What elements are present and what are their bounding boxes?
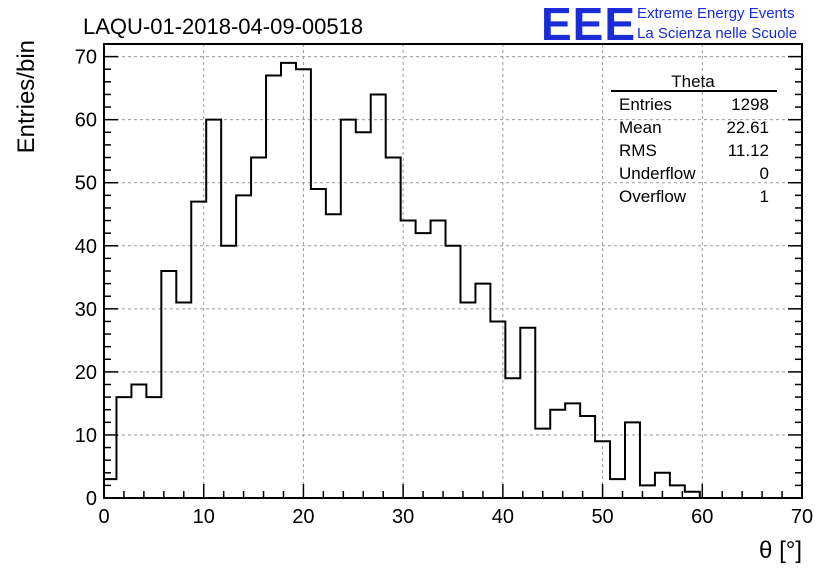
histogram-outline (103, 61, 715, 499)
stats-value-underflow: 0 (760, 164, 769, 183)
y-tick-label: 40 (75, 236, 97, 258)
x-tick-label: 30 (392, 506, 414, 528)
x-tick-label: 40 (492, 506, 514, 528)
stats-label-mean: Mean (619, 118, 662, 137)
y-tick-label: 20 (75, 362, 97, 384)
x-tick-label: 70 (791, 506, 813, 528)
stats-label-underflow: Underflow (619, 164, 696, 183)
y-tick-label: 50 (75, 173, 97, 195)
stats-label-overflow: Overflow (619, 187, 687, 206)
y-tick-label: 60 (75, 110, 97, 132)
y-tick-label: 10 (75, 425, 97, 447)
x-tick-labels: 0 10 20 30 40 50 60 70 (98, 506, 813, 528)
y-axis-title: Entries/bin (13, 40, 40, 153)
stats-value-entries: 1298 (731, 95, 769, 114)
y-tick-label: 0 (86, 488, 97, 510)
x-tick-label: 0 (98, 506, 109, 528)
stats-value-overflow: 1 (760, 187, 769, 206)
x-tick-label: 60 (691, 506, 713, 528)
logo-line-2: La Scienza nelle Scuole (637, 25, 797, 42)
plot-frame (103, 43, 803, 499)
x-tick-label: 10 (193, 506, 215, 528)
stats-label-rms: RMS (619, 141, 657, 160)
y-tick-label: 70 (75, 47, 97, 69)
axis-ticks (103, 43, 803, 499)
chart-title: LAQU-01-2018-04-09-00518 (83, 14, 363, 39)
y-tick-label: 30 (75, 299, 97, 321)
x-tick-label: 20 (292, 506, 314, 528)
stats-box: Theta Entries 1298 Mean 22.61 RMS 11.12 … (611, 72, 777, 206)
stats-value-rms: 11.12 (728, 141, 769, 160)
y-tick-labels: 0 10 20 30 40 50 60 70 (75, 47, 97, 510)
x-tick-label: 50 (591, 506, 613, 528)
stats-value-mean: 22.61 (726, 118, 769, 137)
stats-title: Theta (671, 72, 715, 91)
eee-logo: EEE Extreme Energy Events La Scienza nel… (541, 0, 797, 50)
logo-line-1: Extreme Energy Events (637, 5, 795, 22)
x-axis-title: θ [°] (759, 537, 802, 564)
stats-label-entries: Entries (619, 95, 672, 114)
logo-mark: EEE (541, 0, 636, 50)
